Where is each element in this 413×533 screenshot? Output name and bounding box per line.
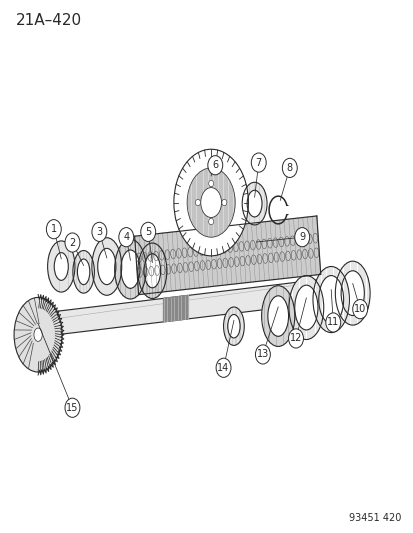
Ellipse shape bbox=[92, 238, 121, 295]
Circle shape bbox=[288, 329, 303, 348]
Circle shape bbox=[255, 345, 270, 364]
Text: 2: 2 bbox=[69, 238, 76, 247]
Text: 1: 1 bbox=[51, 224, 57, 234]
Ellipse shape bbox=[114, 239, 146, 299]
Ellipse shape bbox=[261, 286, 294, 346]
Circle shape bbox=[325, 313, 340, 332]
Text: 14: 14 bbox=[217, 363, 229, 373]
Circle shape bbox=[208, 180, 213, 187]
Text: 21A–420: 21A–420 bbox=[16, 13, 82, 28]
Ellipse shape bbox=[223, 307, 244, 345]
Text: 4: 4 bbox=[123, 232, 129, 242]
Text: 13: 13 bbox=[256, 350, 268, 359]
Circle shape bbox=[65, 398, 80, 417]
Ellipse shape bbox=[335, 261, 369, 325]
Ellipse shape bbox=[173, 149, 248, 256]
Circle shape bbox=[119, 228, 133, 247]
Text: 93451 420: 93451 420 bbox=[348, 513, 401, 523]
Text: 10: 10 bbox=[353, 304, 366, 314]
Circle shape bbox=[216, 358, 230, 377]
Ellipse shape bbox=[47, 241, 75, 292]
Circle shape bbox=[251, 153, 266, 172]
Ellipse shape bbox=[34, 328, 42, 341]
Ellipse shape bbox=[138, 243, 166, 298]
Ellipse shape bbox=[14, 297, 62, 372]
Text: 11: 11 bbox=[326, 318, 339, 327]
Circle shape bbox=[140, 222, 155, 241]
Circle shape bbox=[221, 199, 226, 206]
Polygon shape bbox=[163, 295, 188, 322]
Circle shape bbox=[207, 156, 222, 175]
Ellipse shape bbox=[312, 266, 349, 333]
Circle shape bbox=[65, 233, 80, 252]
Text: 12: 12 bbox=[289, 334, 301, 343]
Ellipse shape bbox=[200, 188, 221, 217]
Text: 5: 5 bbox=[145, 227, 151, 237]
Circle shape bbox=[282, 158, 297, 177]
Text: 15: 15 bbox=[66, 403, 78, 413]
Polygon shape bbox=[39, 276, 347, 337]
Ellipse shape bbox=[242, 182, 266, 225]
Ellipse shape bbox=[288, 276, 323, 340]
Circle shape bbox=[92, 222, 107, 241]
Circle shape bbox=[195, 199, 200, 206]
Circle shape bbox=[208, 219, 213, 225]
Circle shape bbox=[46, 220, 61, 239]
Text: 3: 3 bbox=[96, 227, 102, 237]
Text: 6: 6 bbox=[212, 160, 218, 170]
Text: 8: 8 bbox=[286, 163, 292, 173]
Circle shape bbox=[294, 228, 309, 247]
Polygon shape bbox=[134, 216, 320, 295]
Ellipse shape bbox=[73, 251, 94, 293]
Text: 7: 7 bbox=[255, 158, 261, 167]
Ellipse shape bbox=[187, 168, 235, 237]
Circle shape bbox=[352, 300, 367, 319]
Text: 9: 9 bbox=[299, 232, 304, 242]
